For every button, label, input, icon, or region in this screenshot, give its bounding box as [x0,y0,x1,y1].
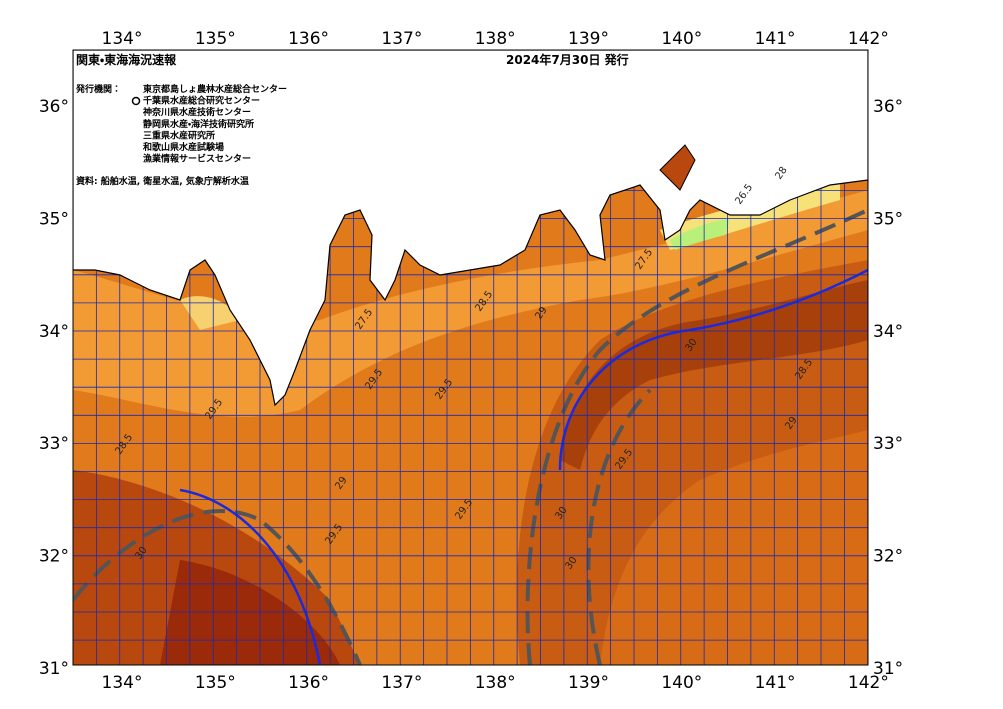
lon-label: 139° [568,29,609,49]
lat-label: 34° [39,322,69,342]
title: 関東・東海海況速報 [76,52,177,67]
marker [131,96,141,106]
grid [73,50,868,665]
lon-label: 138° [475,673,516,693]
lon-label: 137° [381,673,422,693]
lon-label: 141° [755,673,796,693]
lon-label: 134° [102,29,143,49]
map-body [73,50,868,665]
lon-label: 140° [661,29,702,49]
lon-label: 141° [755,29,796,49]
lon-label: 136° [288,673,329,693]
issuer: 三重県水産研究所 [143,129,215,141]
isotherm-30 [558,268,868,471]
kuroshio-axis [586,388,652,665]
lon-label: 137° [381,29,422,49]
frame [72,49,869,666]
lon-label: 140° [661,673,702,693]
lat-label: 35° [39,209,69,229]
labels: 東京都島しょ農林水産総合センター千葉県水産総合研究センター神奈川県水産技術センタ… [39,29,903,693]
lon-label: 134° [102,673,143,693]
lat-label: 32° [873,547,903,567]
lat-label: 34° [873,322,903,342]
lon-label: 135° [195,29,236,49]
issuer: 漁業情報サービスセンター [143,153,251,165]
lat-label: 33° [873,434,903,454]
issuer: 和歌山県水産試験場 [142,141,224,153]
issuers-label: 発行機関： [75,83,121,95]
issuer: 神奈川県水産技術センター [142,106,251,118]
kuroshio-axis [73,509,362,665]
warm-core [560,280,868,470]
lat-label: 31° [873,659,903,679]
lon-label: 142° [848,29,889,49]
lat-label: 36° [873,97,903,117]
lat-label: 36° [39,97,69,117]
issuer: 千葉県水産総合研究センター [143,95,260,107]
lon-label: 142° [848,673,889,693]
land [73,50,868,407]
cool-zone [180,296,240,330]
sea-zone [600,430,868,665]
issuer: 東京都島しょ農林水産総合センター [143,83,287,95]
lon-label: 136° [288,29,329,49]
issuer: 静岡県水産・海洋技術研究所 [143,118,254,130]
lon-label: 138° [475,29,516,49]
cold-zone [670,218,730,250]
sea-inlet [659,144,696,191]
lat-label: 35° [873,209,903,229]
lat-label: 31° [39,659,69,679]
issue-date: 2024年7月30日 発行 [506,52,629,67]
isotherm-30 [179,488,322,665]
warm-core [160,560,340,665]
lon-label: 139° [568,673,609,693]
lon-label: 135° [195,673,236,693]
lat-label: 32° [39,547,69,567]
lat-label: 33° [39,434,69,454]
source: 資料: 船舶水温, 衛星水温, 気象庁解析水温 [76,175,249,187]
kuroshio-axis [525,208,868,665]
